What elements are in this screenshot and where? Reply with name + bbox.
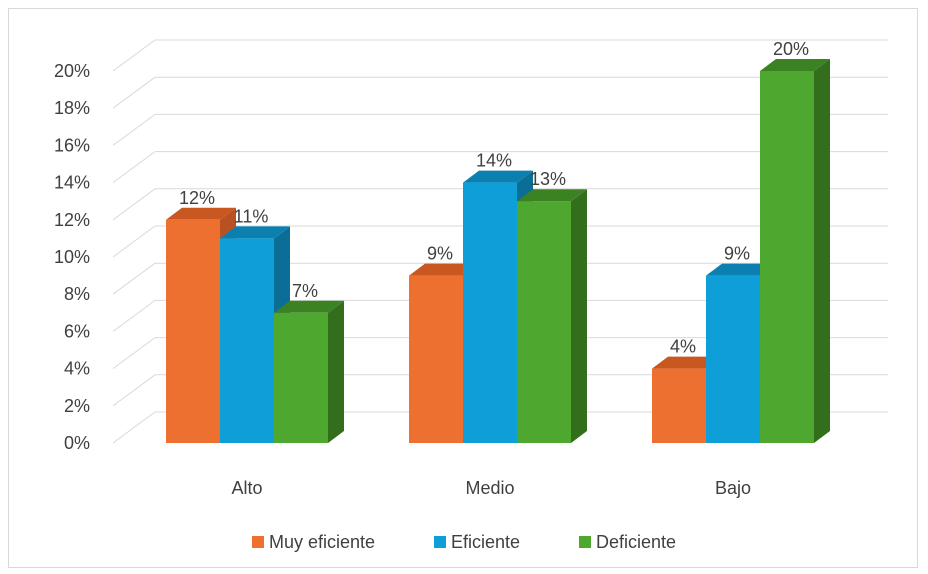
data-label: 14% (476, 151, 512, 171)
bar-muy-eficiente-bajo (652, 368, 706, 443)
gridline-diagonal (112, 225, 156, 258)
gridline-diagonal (112, 151, 156, 184)
gridline-diagonal (112, 262, 156, 295)
y-tick-label: 2% (64, 396, 90, 416)
bar-side (328, 300, 344, 443)
bar-top (220, 226, 290, 239)
bar-muy-eficiente-alto (166, 219, 220, 443)
bar-deficiente-medio (517, 201, 571, 443)
bar-side (814, 59, 830, 443)
bar-top (409, 263, 479, 276)
y-tick-label: 12% (54, 210, 90, 230)
bar-muy-eficiente-medio (409, 275, 463, 443)
bar-top (166, 207, 236, 220)
gridline-diagonal (112, 188, 156, 221)
bar-eficiente-medio (463, 182, 517, 443)
data-label: 7% (292, 281, 318, 301)
x-category-label: Bajo (715, 478, 751, 498)
gridline-diagonal (112, 299, 156, 332)
legend: Muy eficiente Eficiente Deficiente (252, 532, 676, 552)
y-tick-label: 14% (54, 173, 90, 193)
legend-swatch (252, 536, 264, 548)
bar-top (463, 170, 533, 183)
legend-label: Deficiente (596, 532, 676, 552)
gridline-diagonal (112, 113, 156, 146)
y-axis-ticks: 0% 2% 4% 6% 8% 10% 12% 14% 16% 18% 20% (54, 61, 90, 453)
bar-eficiente-alto (220, 238, 274, 443)
data-labels: 12% 11% 7% 9% 14% 13% 4% 9% 20% (179, 39, 809, 357)
bar-top (517, 189, 587, 202)
gridline-diagonal (112, 411, 156, 444)
x-category-label: Alto (231, 478, 262, 498)
legend-label: Eficiente (451, 532, 520, 552)
legend-swatch (434, 536, 446, 548)
data-label: 11% (234, 206, 269, 226)
bar-eficiente-bajo (706, 275, 760, 443)
y-tick-label: 8% (64, 284, 90, 304)
data-label: 12% (179, 188, 215, 208)
legend-swatch (579, 536, 591, 548)
y-tick-label: 10% (54, 247, 90, 267)
gridline-diagonal (112, 374, 156, 407)
bar-side (571, 189, 587, 443)
data-label: 9% (427, 244, 453, 264)
y-tick-label: 16% (54, 135, 90, 155)
gridline-diagonal (112, 39, 156, 72)
data-label: 13% (530, 169, 566, 189)
legend-label: Muy eficiente (269, 532, 375, 552)
bar-top (706, 263, 776, 276)
x-axis-categories: Alto Medio Bajo (231, 478, 751, 498)
y-tick-label: 6% (64, 321, 90, 341)
bar-deficiente-alto (274, 312, 328, 443)
y-tick-label: 4% (64, 359, 90, 379)
bars (166, 59, 830, 443)
y-tick-label: 18% (54, 98, 90, 118)
y-tick-label: 20% (54, 61, 90, 81)
gridline-diagonal (112, 76, 156, 109)
y-tick-label: 0% (64, 433, 90, 453)
bar-top (274, 300, 344, 313)
bar-top (760, 59, 830, 71)
data-label: 20% (773, 39, 809, 59)
bar-top (652, 356, 722, 369)
bar-deficiente-bajo (760, 71, 814, 443)
data-label: 4% (670, 337, 696, 357)
data-label: 9% (724, 244, 750, 264)
gridline-diagonal (112, 337, 156, 370)
x-category-label: Medio (465, 478, 514, 498)
